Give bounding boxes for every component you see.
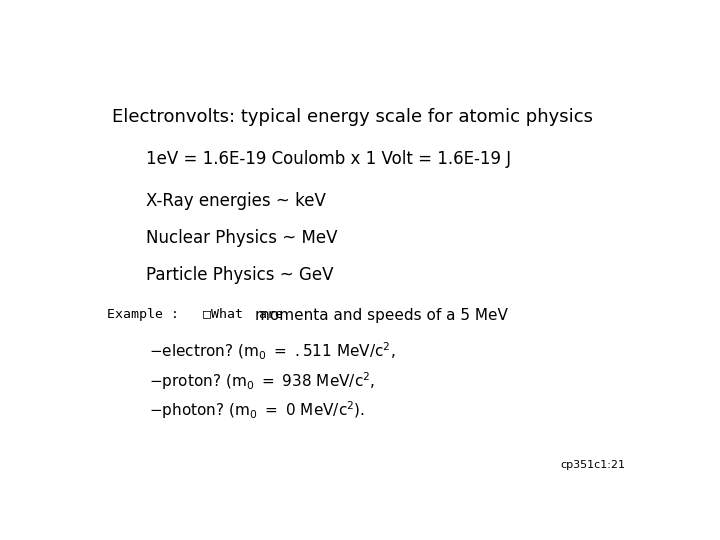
Text: momenta and speeds of a 5 MeV: momenta and speeds of a 5 MeV [255, 308, 508, 323]
Text: Nuclear Physics ~ MeV: Nuclear Physics ~ MeV [145, 229, 337, 247]
Text: cp351c1:21: cp351c1:21 [561, 460, 626, 470]
Text: Example :   □What  are: Example : □What are [107, 308, 283, 321]
Text: $\mathsf{-electron?\ (m_{0}\ =\ .511\ MeV/c^{2},}$: $\mathsf{-electron?\ (m_{0}\ =\ .511\ Me… [148, 341, 395, 362]
Text: $\mathsf{-proton?\ (m_{0}\ =\ 938\ MeV/c^{2},}$: $\mathsf{-proton?\ (m_{0}\ =\ 938\ MeV/c… [148, 370, 375, 392]
Text: $\mathsf{-photon?\ (m_{0}\ =\ 0\ MeV/c^{2}).}$: $\mathsf{-photon?\ (m_{0}\ =\ 0\ MeV/c^{… [148, 400, 364, 421]
Text: X-Ray energies ~ keV: X-Ray energies ~ keV [145, 192, 325, 210]
Text: Electronvolts: typical energy scale for atomic physics: Electronvolts: typical energy scale for … [112, 109, 593, 126]
Text: Particle Physics ~ GeV: Particle Physics ~ GeV [145, 266, 333, 285]
Text: 1eV = 1.6E-19 Coulomb x 1 Volt = 1.6E-19 J: 1eV = 1.6E-19 Coulomb x 1 Volt = 1.6E-19… [145, 150, 511, 168]
